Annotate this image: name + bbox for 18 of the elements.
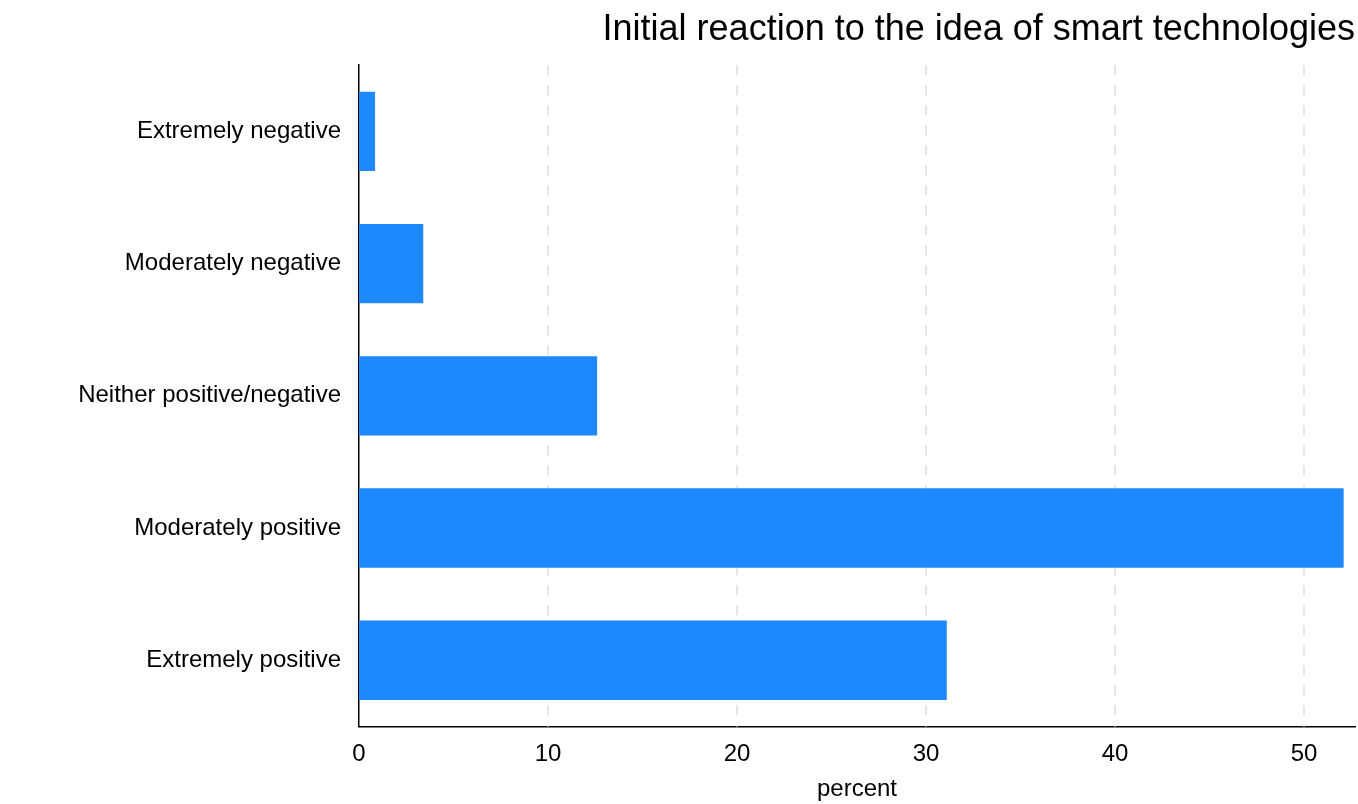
x-tick-label: 40 (1101, 739, 1129, 767)
x-tick-label: 50 (1290, 739, 1318, 767)
y-tick-label: Moderately negative (124, 248, 341, 276)
x-tick-label: 10 (534, 739, 562, 767)
y-tick-label: Neither positive/negative (78, 380, 341, 408)
y-tick-label: Extremely positive (146, 644, 341, 672)
x-tick-label: 0 (352, 739, 366, 767)
bar (359, 488, 1344, 568)
chart-title: Initial reaction to the idea of smart technologies (602, 6, 1355, 48)
x-axis-title: percent (816, 774, 898, 802)
x-tick-label: 30 (912, 739, 940, 767)
y-tick-label: Moderately positive (134, 512, 341, 540)
bar (359, 620, 947, 700)
y-tick-label: Extremely negative (136, 115, 341, 143)
x-tick-label: 20 (723, 739, 751, 767)
bar (359, 91, 376, 171)
bar (359, 356, 598, 436)
bar (359, 223, 424, 304)
